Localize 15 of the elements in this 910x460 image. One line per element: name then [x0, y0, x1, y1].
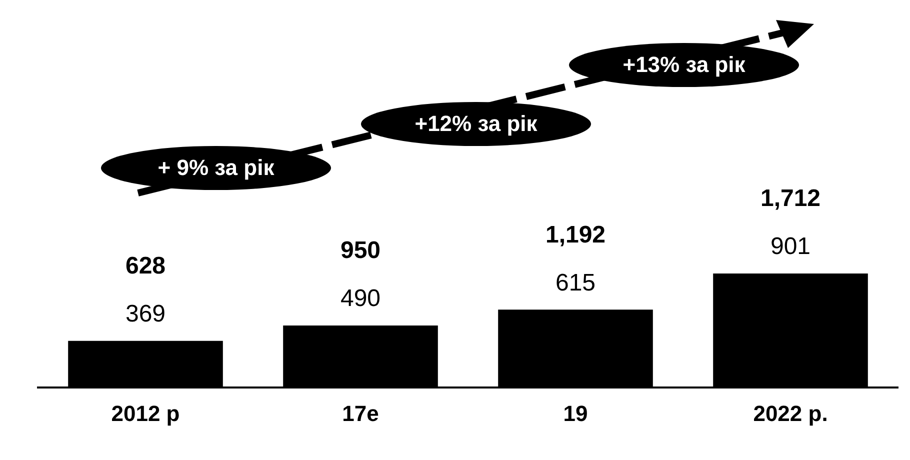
text: 1,712: [760, 185, 821, 212]
data-label: 901: [770, 233, 811, 260]
annotation: 628: [125, 252, 166, 280]
text: +13% за рік: [569, 43, 799, 87]
text: +12% за рік: [361, 102, 591, 146]
data-label: 490: [340, 285, 381, 312]
x-tick-label: 2022 р.: [753, 400, 828, 426]
x-tick-label: 17e: [342, 400, 379, 426]
text: 1,192: [545, 221, 606, 248]
data-label: 615: [555, 269, 596, 296]
x-tick-label: 2012 р: [111, 400, 180, 426]
text: 950: [340, 237, 381, 264]
x-tick-label: 19: [563, 400, 588, 426]
text: + 9% за рік: [101, 146, 331, 190]
data-label: 369: [125, 300, 166, 328]
